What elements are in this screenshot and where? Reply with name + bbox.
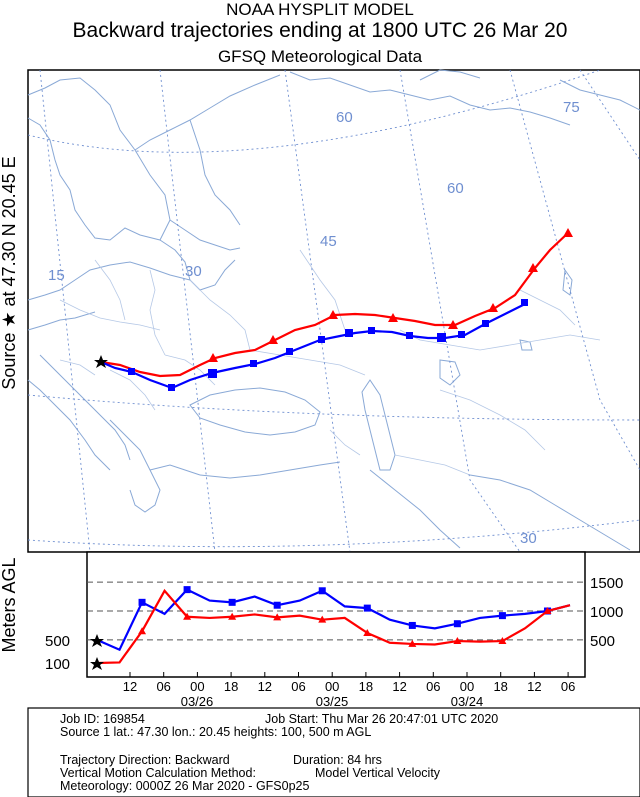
x-tick-label: 12	[527, 679, 541, 694]
map-marker-red	[448, 320, 458, 329]
profile-point-blue	[138, 598, 146, 606]
y-tick-label-right: 500	[590, 633, 615, 650]
profile-point-red	[453, 637, 462, 645]
meridian-label-60: 60	[447, 180, 464, 197]
map-marker-blue	[437, 333, 446, 342]
map-marker-red	[563, 228, 573, 237]
x-tick-label: 12	[258, 679, 272, 694]
x-tick-label: 06	[426, 679, 440, 694]
profile-point-blue	[498, 612, 506, 620]
x-tick-label: 00	[190, 679, 204, 694]
title-line-3: GFSQ Meteorological Data	[217, 47, 423, 66]
profile-line-blue	[96, 588, 571, 652]
meridian-label-15: 15	[48, 267, 65, 284]
profile-point-red	[183, 612, 192, 620]
map-marker-red	[488, 303, 498, 312]
job-id: Job ID: 169854	[60, 712, 145, 726]
profile-point-red	[318, 615, 327, 623]
meteorology: Meteorology: 0000Z 26 Mar 2020 - GFS0p25	[60, 779, 310, 793]
profile-point-blue	[453, 620, 461, 628]
profile-star-100-icon	[90, 657, 104, 670]
map-marker-blue	[521, 299, 528, 306]
map-marker-blue	[406, 332, 413, 339]
map-panel	[27, 69, 640, 553]
profile-point-red	[138, 627, 147, 635]
profile-series	[96, 586, 571, 665]
date-label: 03/24	[451, 694, 484, 709]
x-tick-label: 06	[291, 679, 305, 694]
profile-point-blue	[318, 587, 326, 595]
x-tick-label: 12	[123, 679, 137, 694]
y-tick-label-right: 1500	[590, 575, 623, 592]
profile-point-red	[363, 628, 372, 636]
y-tick-label-left: 500	[45, 633, 70, 650]
parallel-label-60: 60	[336, 109, 353, 126]
profile-star-500-icon	[90, 634, 104, 647]
title-line-2: Backward trajectories ending at 1800 UTC…	[72, 19, 568, 42]
map-marker-blue	[482, 320, 489, 327]
map-trajectories	[100, 228, 573, 391]
vertical-motion-method: Vertical Motion Calculation Method:	[60, 766, 256, 780]
meridian-label-45: 45	[320, 233, 337, 250]
map-marker-blue	[368, 327, 375, 334]
trajectory-direction: Trajectory Direction: Backward	[60, 753, 230, 767]
y-tick-label-right: 1000	[590, 604, 623, 621]
x-tick-label: 12	[392, 679, 406, 694]
x-tick-label: 00	[460, 679, 474, 694]
map-coastlines	[27, 69, 640, 551]
x-tick-label: 18	[224, 679, 238, 694]
map-marker-blue	[128, 368, 135, 375]
country-borders	[59, 249, 601, 476]
map-marker-red	[328, 310, 338, 319]
map-marker-blue	[318, 336, 325, 343]
x-tick-label: 18	[493, 679, 507, 694]
info-box	[27, 707, 640, 797]
map-marker-red	[528, 263, 538, 272]
duration: Duration: 84 hrs	[293, 753, 382, 767]
profile-point-red	[498, 637, 507, 645]
map-source-star-icon	[94, 355, 108, 368]
profile-point-blue	[183, 586, 191, 594]
profile-panel	[86, 551, 586, 678]
map-marker-blue	[208, 369, 217, 378]
profile-point-blue	[273, 601, 281, 609]
profile-point-red	[228, 612, 237, 620]
x-tick-label: 00	[325, 679, 339, 694]
map-marker-blue	[345, 329, 353, 337]
profile-point-red	[543, 607, 552, 614]
date-label: 03/25	[316, 694, 349, 709]
x-tick-label: 06	[156, 679, 170, 694]
profile-ticks: 12 06 00 18 12 06 00 18 12 06 00 18 12 06 03/26 03/25 03…	[123, 672, 575, 709]
grid-labels: 15 30 45 60 75 60 30	[48, 99, 580, 547]
parallel-label-30: 30	[520, 530, 537, 547]
job-start: Job Start: Thu Mar 26 20:47:01 UTC 2020	[265, 712, 499, 726]
map-marker-blue	[168, 384, 175, 391]
map-marker-red	[268, 335, 278, 344]
map-marker-blue	[458, 331, 465, 338]
vertical-motion-value: Model Vertical Velocity	[315, 766, 441, 780]
source-info: Source 1 lat.: 47.30 lon.: 20.45 heights…	[60, 725, 372, 739]
profile-point-blue	[408, 621, 416, 629]
x-tick-label: 06	[561, 679, 575, 694]
lat-lon-grid	[27, 69, 640, 553]
profile-gridlines: 1500 1000 500 500 100	[45, 575, 623, 673]
map-marker-blue	[250, 360, 257, 367]
date-label: 03/26	[181, 694, 214, 709]
map-marker-red	[388, 313, 398, 322]
y-tick-label-left: 100	[45, 656, 70, 673]
profile-point-blue	[363, 604, 371, 612]
profile-point-blue	[228, 598, 236, 606]
meridian-label-75: 75	[563, 99, 580, 116]
profile-point-red	[408, 639, 417, 647]
meridian-label-30: 30	[185, 263, 202, 280]
profile-point-red	[273, 613, 282, 621]
map-marker-blue	[286, 348, 293, 355]
title-line-1: NOAA HYSPLIT MODEL	[226, 0, 414, 19]
map-marker-red	[208, 353, 218, 362]
x-tick-label: 18	[359, 679, 373, 694]
profile-line-red	[96, 588, 571, 665]
